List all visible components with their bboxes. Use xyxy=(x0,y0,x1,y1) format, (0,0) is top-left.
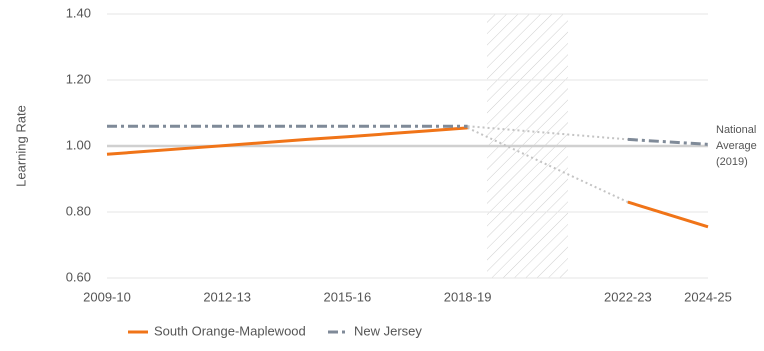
y-tick-label: 1.40 xyxy=(66,5,91,20)
y-axis-label: Learning Rate xyxy=(13,105,28,187)
series-line xyxy=(627,137,709,146)
x-tick-label: 2009-10 xyxy=(83,289,131,304)
legend-label: South Orange-Maplewood xyxy=(154,323,306,338)
x-tick-label: 2012-13 xyxy=(203,289,251,304)
y-tick-label: 1.00 xyxy=(66,137,91,152)
reference-label: Average xyxy=(716,140,757,152)
x-tick-label: 2022-23 xyxy=(604,289,652,304)
legend-label: New Jersey xyxy=(354,323,422,338)
reference-label: (2019) xyxy=(716,156,748,168)
x-tick-label: 2024-25 xyxy=(684,289,732,304)
y-tick-label: 0.80 xyxy=(66,203,91,218)
series-line xyxy=(106,126,468,156)
gap-connector xyxy=(467,125,628,141)
y-tick-label: 0.60 xyxy=(66,269,91,284)
x-tick-label: 2015-16 xyxy=(324,289,372,304)
y-tick-label: 1.20 xyxy=(66,71,91,86)
reference-label: National xyxy=(716,124,756,136)
x-tick-label: 2018-19 xyxy=(444,289,492,304)
series-line xyxy=(627,200,709,229)
